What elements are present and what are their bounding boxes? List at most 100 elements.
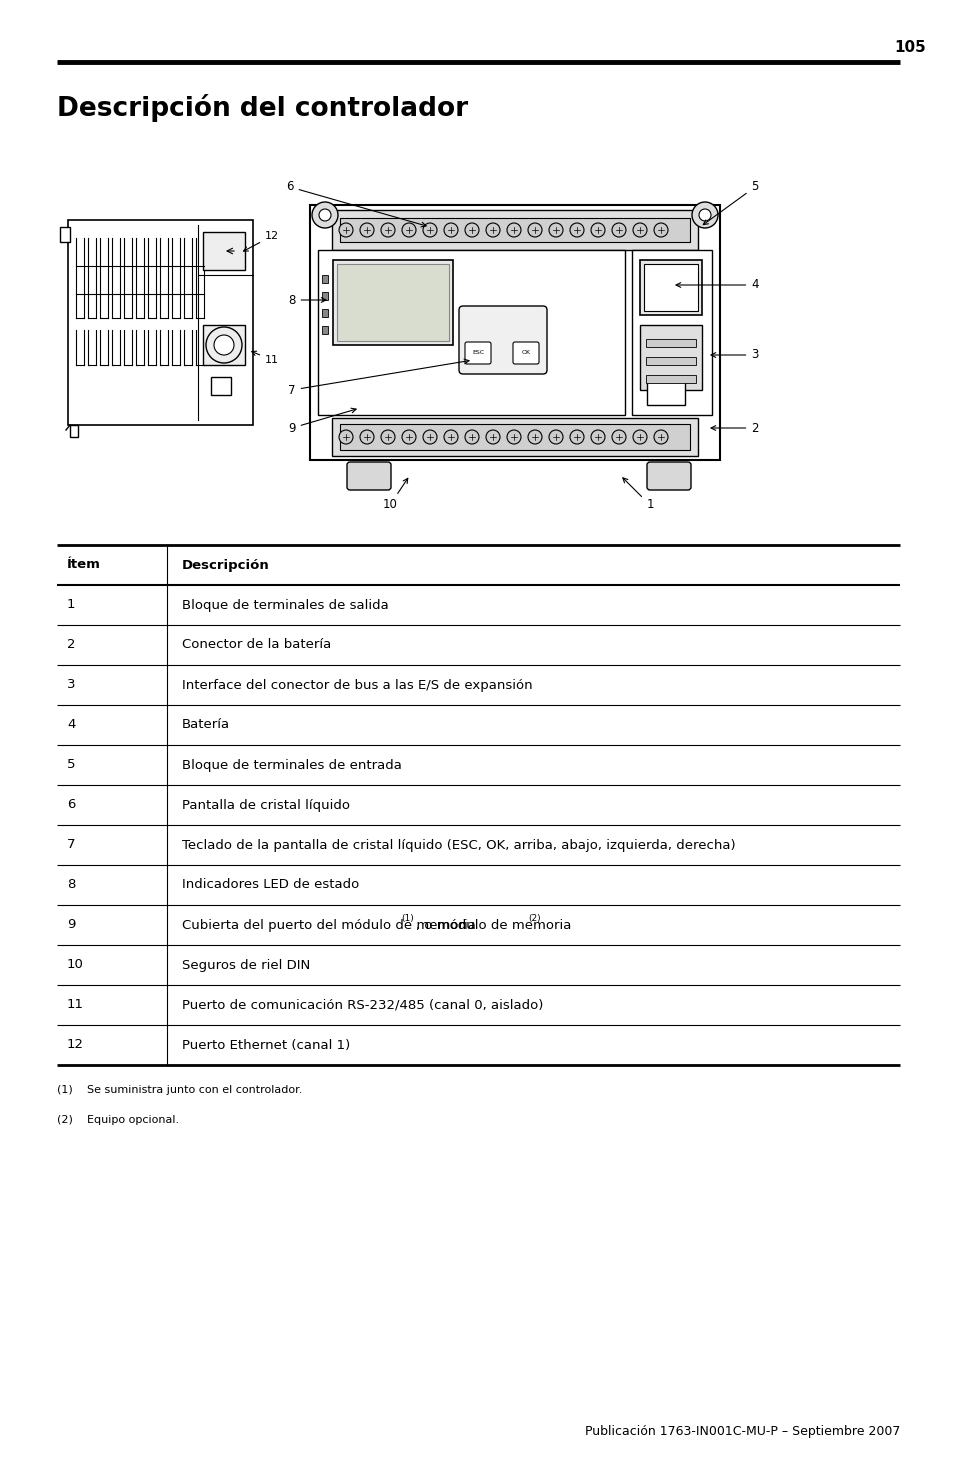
Circle shape [633,223,646,237]
FancyBboxPatch shape [513,342,538,364]
Circle shape [691,202,718,229]
Bar [333,260,453,345]
Text: 4: 4 [67,718,75,732]
Text: 12: 12 [67,1038,84,1052]
Circle shape [312,202,337,229]
Text: Interface del conector de bus a las E/S de expansión: Interface del conector de bus a las E/S … [182,678,532,692]
Circle shape [548,223,562,237]
Circle shape [338,223,353,237]
Bar [322,326,328,333]
Bar [646,381,684,406]
Text: 3: 3 [67,678,75,692]
Text: Teclado de la pantalla de cristal líquido (ESC, OK, arriba, abajo, izquierda, de: Teclado de la pantalla de cristal líquid… [182,838,735,851]
Bar [639,260,701,316]
Circle shape [401,223,416,237]
Bar [203,232,245,270]
FancyBboxPatch shape [646,462,690,490]
Bar [645,339,696,347]
Bar [322,292,328,299]
FancyBboxPatch shape [347,462,391,490]
Circle shape [464,431,478,444]
Text: (2): (2) [528,913,540,922]
Text: Batería: Batería [182,718,230,732]
Text: Puerto de comunicación RS-232/485 (canal 0, aislado): Puerto de comunicación RS-232/485 (canal… [182,999,543,1012]
Bar [322,308,328,317]
Circle shape [422,223,436,237]
Bar [645,375,696,384]
Circle shape [654,223,667,237]
Circle shape [422,431,436,444]
Text: 5: 5 [67,758,75,771]
Circle shape [464,223,478,237]
Text: Equipo opcional.: Equipo opcional. [87,1115,179,1125]
Text: 2: 2 [67,639,75,652]
Bar [310,205,720,460]
Circle shape [318,209,331,221]
Circle shape [569,223,583,237]
Text: , o módulo de memoria: , o módulo de memoria [416,919,571,932]
Bar [68,220,253,425]
Text: 6: 6 [286,180,426,227]
Text: 1: 1 [67,599,75,612]
Bar [339,423,689,450]
Text: Cubierta del puerto del módulo de memoria: Cubierta del puerto del módulo de memori… [182,919,476,932]
Circle shape [527,223,541,237]
Text: Se suministra junto con el controlador.: Se suministra junto con el controlador. [87,1086,302,1094]
Circle shape [569,431,583,444]
Bar [631,249,711,414]
Circle shape [380,223,395,237]
Text: Descripción: Descripción [182,559,270,571]
Circle shape [359,431,374,444]
Circle shape [206,327,242,363]
Circle shape [506,223,520,237]
FancyBboxPatch shape [464,342,491,364]
Circle shape [612,223,625,237]
Text: Seguros de riel DIN: Seguros de riel DIN [182,959,310,972]
Circle shape [612,431,625,444]
Text: 10: 10 [382,478,407,512]
Text: Descripción del controlador: Descripción del controlador [57,94,468,122]
Circle shape [485,223,499,237]
Text: 9: 9 [288,409,355,435]
Bar [211,378,231,395]
Circle shape [633,431,646,444]
Text: Publicación 1763-IN001C-MU-P – Septiembre 2007: Publicación 1763-IN001C-MU-P – Septiembr… [584,1425,899,1438]
Text: 7: 7 [67,838,75,851]
Text: (1): (1) [401,913,414,922]
Text: 1: 1 [622,478,653,512]
Bar [339,218,689,242]
Circle shape [443,431,457,444]
Circle shape [401,431,416,444]
Circle shape [590,223,604,237]
Bar [332,209,698,249]
Text: 11: 11 [252,351,278,364]
Circle shape [654,431,667,444]
Circle shape [485,431,499,444]
Bar [322,274,328,283]
Text: 9: 9 [67,919,75,932]
Text: 2: 2 [710,422,758,435]
Circle shape [527,431,541,444]
Bar [643,264,698,311]
Bar [203,324,245,364]
FancyBboxPatch shape [458,305,546,375]
Text: Indicadores LED de estado: Indicadores LED de estado [182,879,359,891]
Text: (1): (1) [57,1086,72,1094]
Text: OK: OK [521,351,530,355]
Circle shape [338,431,353,444]
Text: (2): (2) [57,1115,72,1125]
Bar [645,357,696,364]
Circle shape [380,431,395,444]
Text: Bloque de terminales de salida: Bloque de terminales de salida [182,599,388,612]
Circle shape [548,431,562,444]
Text: 5: 5 [702,180,758,224]
Bar [70,425,78,437]
Text: 8: 8 [288,294,326,307]
Text: Ítem: Ítem [67,559,101,571]
Circle shape [506,431,520,444]
Text: Conector de la batería: Conector de la batería [182,639,331,652]
Circle shape [359,223,374,237]
Circle shape [213,335,233,355]
Bar [336,264,449,341]
Bar [60,227,70,242]
